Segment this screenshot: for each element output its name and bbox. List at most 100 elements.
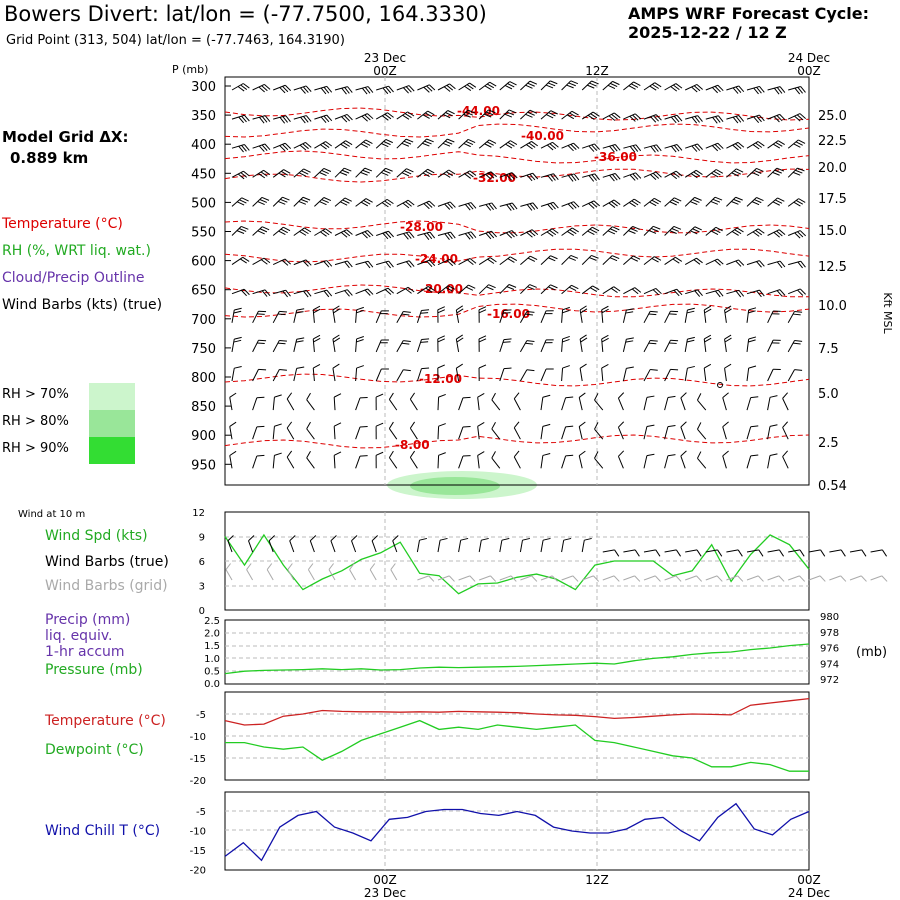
sounding-wind-barb: [617, 450, 625, 469]
barb-flag: [795, 169, 803, 174]
sounding-wind-barb: [581, 80, 599, 91]
barb-staff: [312, 309, 315, 323]
barb-flag: [284, 258, 291, 265]
sounding-wind-barb: [643, 453, 655, 469]
sounding-wind-barb: [396, 340, 411, 353]
grid-dx-label: Model Grid ΔX:: [2, 128, 129, 146]
sounding-wind-barb: [252, 454, 265, 469]
sounding-wind-barb: [478, 364, 487, 382]
sounding-wind-barb: [643, 395, 655, 411]
barb-staff: [746, 426, 752, 440]
barb-staff: [355, 198, 367, 207]
surface-wind-barb-true: [309, 535, 317, 553]
barb-flag: [313, 337, 321, 343]
barb-flag: [755, 142, 763, 148]
barb-staff: [579, 338, 583, 352]
barb-flag: [632, 145, 639, 152]
barb-flag: [672, 258, 680, 264]
barb-flag: [491, 230, 497, 238]
barb-flag: [591, 80, 599, 85]
sounding-wind-barb: [746, 228, 765, 237]
sounding-wind-barb: [520, 172, 539, 182]
barb-staff: [788, 549, 801, 553]
sounding-wind-barb: [355, 139, 373, 149]
barb-staff: [578, 455, 583, 469]
kft-tick-label: 17.5: [818, 192, 847, 207]
sounding-wind-barb: [417, 259, 436, 268]
barb-flag: [409, 450, 416, 458]
barb-flag: [794, 115, 801, 122]
barb-staff: [458, 231, 472, 236]
barb-flag: [347, 86, 353, 93]
barb-flag: [438, 423, 446, 427]
sounding-wind-barb: [355, 230, 374, 239]
sounding-wind-barb: [293, 366, 305, 382]
barb-flag: [545, 84, 554, 89]
barb-flag: [346, 229, 353, 235]
barb-flag: [692, 228, 700, 233]
barb-flag: [463, 143, 471, 148]
barb-flag: [778, 549, 785, 557]
barb-staff: [458, 426, 464, 440]
sounding-wind-barb: [680, 450, 687, 469]
barb-flag: [715, 290, 721, 298]
barb-flag: [446, 260, 454, 267]
barb-flag: [625, 340, 634, 343]
barb-staff: [664, 144, 678, 149]
barb-staff: [293, 310, 298, 323]
barb-flag: [266, 563, 273, 570]
barb-flag: [546, 339, 554, 341]
barb-staff: [231, 144, 245, 149]
barb-flag: [381, 310, 389, 312]
barb-flag: [428, 84, 436, 91]
barb-flag: [303, 168, 311, 173]
isotherm-line: [224, 107, 810, 121]
barb-flag: [731, 201, 739, 205]
barb-staff: [684, 83, 698, 91]
barb-flag: [513, 392, 520, 399]
pressure-tick-label: 450: [191, 167, 216, 182]
barb-flag: [542, 394, 551, 398]
barb-flag: [419, 537, 428, 541]
sounding-wind-barb: [314, 141, 333, 150]
barb-flag: [794, 310, 803, 313]
barb-flag: [696, 575, 703, 582]
barb-staff: [767, 260, 781, 266]
barb-flag: [385, 261, 391, 269]
barb-flag: [571, 227, 579, 233]
sounding-wind-barb: [697, 451, 707, 469]
barb-flag: [388, 450, 394, 458]
barb-staff: [231, 256, 244, 266]
barb-flag: [735, 196, 743, 201]
surface-wind-barb-grid: [540, 575, 558, 582]
barb-staff: [388, 457, 398, 469]
barb-flag: [628, 85, 636, 90]
barb-staff: [416, 339, 422, 353]
barb-flag: [570, 80, 579, 85]
barb-flag: [697, 143, 703, 150]
surface-wind-barb-true: [705, 549, 723, 557]
sounding-wind-barb: [726, 141, 745, 151]
barb-staff: [272, 426, 275, 440]
barb-flag: [286, 421, 293, 429]
barb-flag: [568, 257, 576, 261]
barb-staff: [293, 368, 298, 382]
barb-flag: [608, 115, 616, 121]
barb-flag: [486, 286, 494, 291]
barb-flag: [776, 230, 783, 237]
sounding-wind-barb: [685, 115, 703, 124]
barb-flag: [325, 228, 333, 234]
sounding-wind-barb: [314, 260, 333, 268]
barb-flag: [456, 363, 463, 369]
barb-flag: [601, 308, 609, 314]
barb-flag: [562, 335, 570, 340]
barb-staff: [491, 399, 501, 411]
barb-flag: [241, 197, 249, 202]
barb-staff: [520, 229, 533, 236]
barb-staff: [458, 82, 470, 91]
barb-flag: [504, 85, 513, 90]
barb-flag: [650, 339, 658, 342]
barb-flag: [691, 145, 698, 152]
sounding-wind-barb: [437, 285, 456, 295]
barb-flag: [610, 82, 618, 88]
